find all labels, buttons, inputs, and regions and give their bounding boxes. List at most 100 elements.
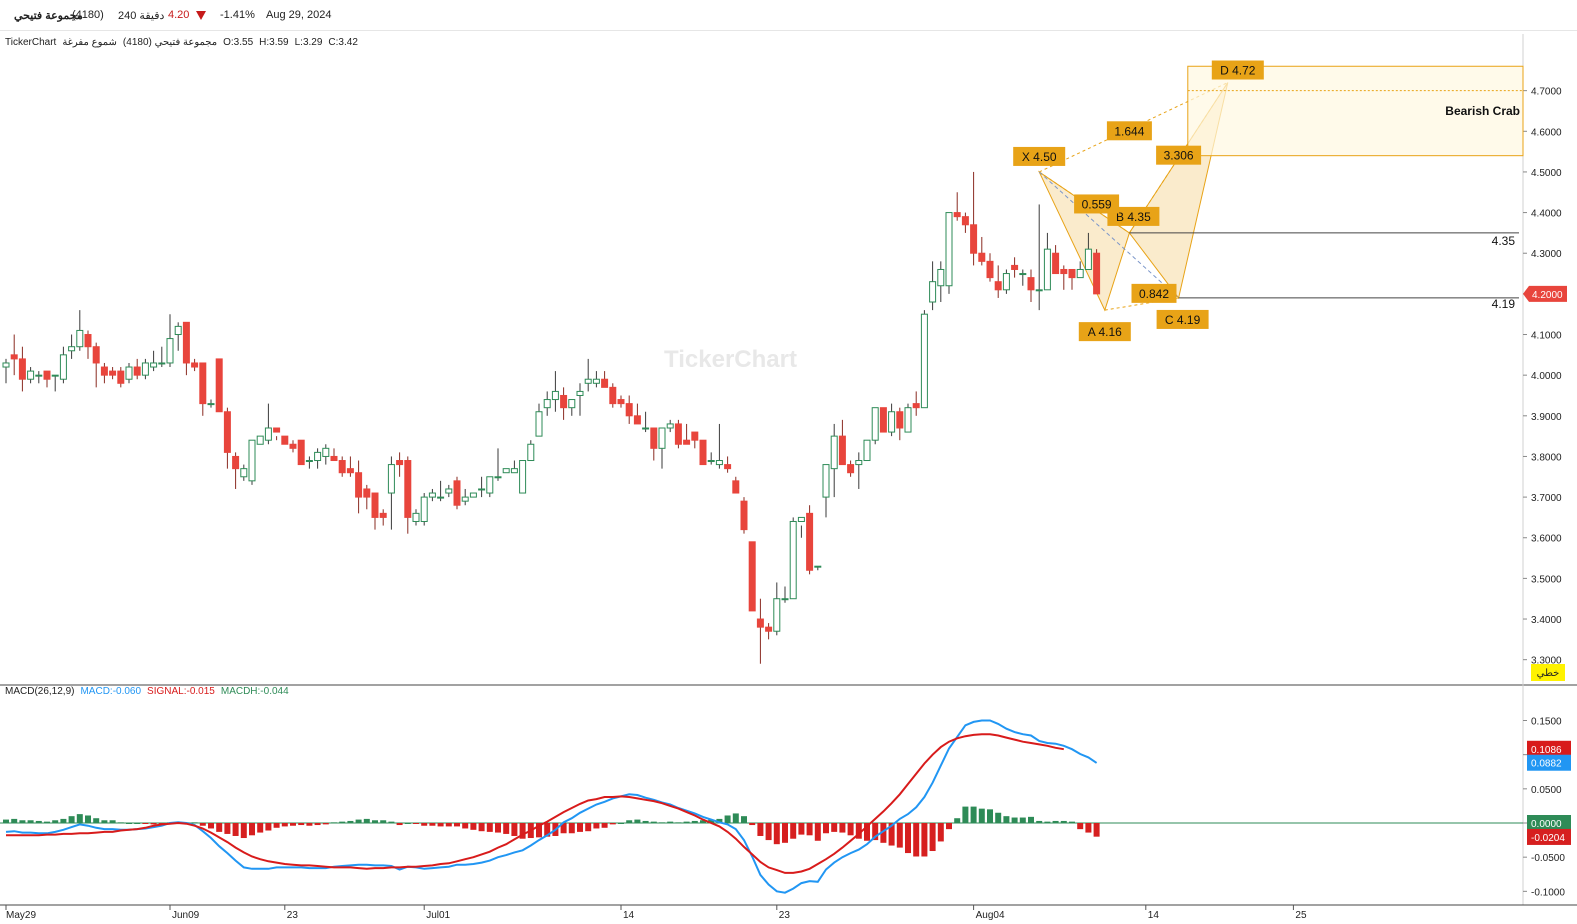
- candle-down: [961, 216, 969, 226]
- candle: [191, 358, 199, 372]
- macd-value-label: MACD:-0.060: [80, 686, 142, 697]
- candle-up: [888, 411, 896, 433]
- down-arrow-icon: [196, 11, 206, 20]
- candle: [461, 488, 469, 506]
- candle: [84, 330, 92, 359]
- candle: [789, 517, 797, 600]
- candle-down: [806, 512, 814, 571]
- candle: [412, 509, 420, 526]
- candle-up: [35, 374, 43, 377]
- candle: [117, 367, 125, 388]
- y-tick-label: 4.5000: [1531, 168, 1562, 179]
- candle-down: [10, 354, 18, 360]
- legend-source: TickerChart: [5, 37, 57, 48]
- hist-bar-negative: [396, 823, 403, 826]
- hist-bar-negative: [798, 823, 805, 835]
- candle-down: [953, 212, 961, 218]
- zero-value-tag: 0.0000: [1527, 815, 1571, 831]
- y-tick-label: 3.7000: [1531, 493, 1562, 504]
- candle-up: [830, 435, 838, 470]
- hist-bar-positive: [716, 818, 723, 823]
- candle-up: [76, 329, 84, 348]
- candle-down: [986, 260, 994, 279]
- candle-up: [855, 460, 863, 466]
- candle: [2, 358, 10, 384]
- candle-down: [740, 500, 748, 531]
- legend-close: C:3.42: [328, 37, 358, 48]
- candle: [166, 314, 174, 368]
- candle: [371, 492, 379, 530]
- candle: [855, 452, 863, 489]
- hist-bar-positive: [1060, 820, 1067, 823]
- point-d-label: D 4.72: [1211, 60, 1264, 80]
- candle: [232, 452, 240, 489]
- candle: [658, 427, 666, 469]
- hist-bar-negative: [298, 823, 305, 826]
- candle: [125, 362, 133, 384]
- hist-bar-positive: [962, 806, 969, 823]
- hist-bar-negative: [281, 823, 288, 827]
- point-b-label-bg: [1107, 206, 1160, 226]
- candle: [43, 370, 51, 388]
- hist-bar-positive: [1019, 817, 1026, 823]
- x-tick-label: Jun09: [172, 910, 200, 921]
- candle: [633, 403, 641, 425]
- legend-type: شموع مفرغة: [62, 37, 117, 48]
- candle: [133, 358, 141, 380]
- hist-bar-negative: [814, 823, 821, 841]
- candle: [601, 371, 609, 388]
- candle-up: [322, 447, 330, 457]
- candle-down: [215, 358, 223, 413]
- candle: [584, 358, 592, 392]
- candle-down: [133, 366, 141, 376]
- point-x-label: X 4.50: [1013, 146, 1066, 166]
- hist-bar-negative: [306, 823, 313, 826]
- y-tick-label: 4.3000: [1531, 249, 1562, 260]
- point-b-label-text: B 4.35: [1116, 210, 1151, 224]
- candle-up: [469, 492, 477, 498]
- candle: [724, 456, 732, 473]
- candle: [986, 253, 994, 282]
- candle-down: [1093, 252, 1101, 295]
- candle-down: [879, 407, 887, 433]
- candle: [822, 464, 830, 518]
- candle: [109, 367, 117, 380]
- candle: [994, 265, 1002, 298]
- candle: [625, 395, 633, 424]
- hist-bar-positive: [618, 823, 624, 824]
- point-d-label-bg: [1211, 60, 1264, 80]
- candle: [691, 431, 699, 449]
- pattern-name: Bearish Crab: [1445, 104, 1520, 118]
- hist-bar-negative: [782, 823, 788, 843]
- hist-bar-negative: [831, 823, 838, 832]
- hist-bar-positive: [101, 820, 108, 823]
- hist-bar-positive: [691, 820, 698, 823]
- candle-up: [2, 362, 10, 368]
- candle: [59, 346, 67, 384]
- pattern-xab: [1037, 170, 1130, 312]
- candle-up: [1084, 248, 1092, 270]
- candle-up: [551, 390, 559, 401]
- hist-bar-negative: [273, 823, 280, 828]
- zero-value-tag-bg: [1527, 815, 1571, 831]
- hist-bar-positive: [954, 818, 961, 823]
- macd-legend: MACD(26,12,9) MACD:-0.060 SIGNAL:-0.015 MAC…: [5, 686, 295, 697]
- hist-bar-positive: [634, 819, 641, 823]
- candle: [314, 448, 322, 469]
- ratio-label-3-bg: [1156, 145, 1202, 165]
- target-zone: [1187, 65, 1524, 157]
- hist-bar-negative: [937, 823, 944, 842]
- hist-bar-negative: [601, 823, 608, 828]
- candle: [248, 439, 256, 485]
- candle-up: [773, 598, 781, 632]
- hist-bar-negative: [240, 823, 247, 839]
- point-a-label: A 4.16: [1078, 322, 1131, 342]
- candle-up: [814, 565, 822, 568]
- candle-up: [937, 268, 945, 287]
- candle-up: [527, 443, 535, 462]
- scale-type-badge: خطي: [1531, 664, 1565, 681]
- candle: [297, 439, 305, 466]
- point-a-label-text: A 4.16: [1088, 325, 1122, 339]
- candle-up: [437, 496, 445, 499]
